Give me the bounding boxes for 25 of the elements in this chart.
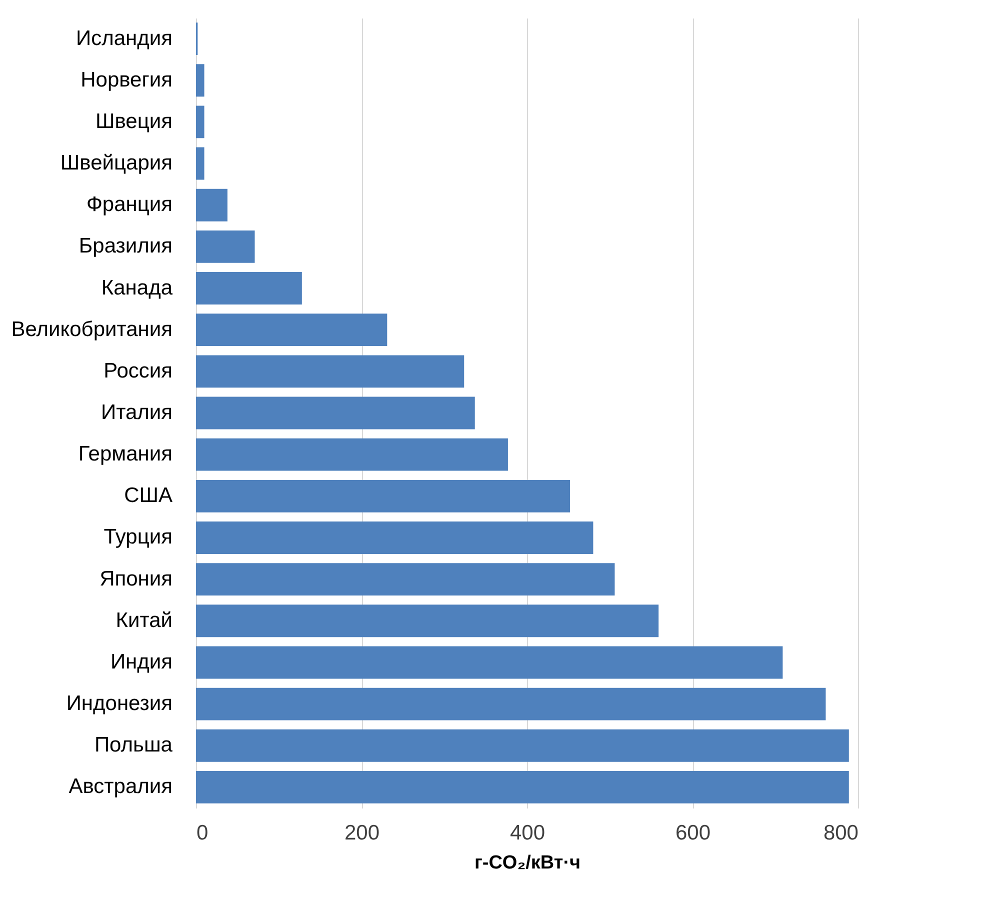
y-tick-label: Польша bbox=[94, 734, 173, 757]
x-tick-label: 600 bbox=[675, 822, 711, 844]
y-tick-label: США bbox=[124, 484, 172, 508]
y-tick-label: Канада bbox=[101, 276, 173, 300]
x-tick-label: 200 bbox=[344, 822, 380, 844]
y-tick-label: Япония bbox=[100, 567, 172, 590]
y-tick-label: Франция bbox=[86, 193, 172, 216]
y-tick-label: Италия bbox=[100, 401, 172, 424]
y-tick-label: Китай bbox=[116, 608, 172, 632]
y-tick-label: Швейцария bbox=[60, 152, 172, 175]
x-tick-label: 800 bbox=[823, 822, 858, 844]
y-tick-label: Норвегия bbox=[80, 68, 172, 92]
y-tick-label: Индия bbox=[110, 650, 172, 674]
y-tick-label: Австралия bbox=[68, 775, 172, 798]
y-tick-label: Бразилия bbox=[78, 234, 172, 258]
y-tick-label: Германия bbox=[78, 442, 172, 466]
y-tick-label: Индонезия bbox=[66, 692, 172, 716]
y-tick-label: Великобритания bbox=[11, 318, 172, 341]
y-tick-label: Россия bbox=[104, 359, 172, 382]
x-axis-title: г-CO₂/кВт·ч bbox=[474, 852, 581, 874]
y-tick-label: Турция bbox=[104, 526, 172, 549]
y-tick-label: Исландия bbox=[76, 26, 172, 50]
x-tick-label: 400 bbox=[510, 822, 546, 844]
y-tick-label: Швеция bbox=[96, 110, 172, 133]
x-tick-label: 0 bbox=[196, 822, 208, 844]
